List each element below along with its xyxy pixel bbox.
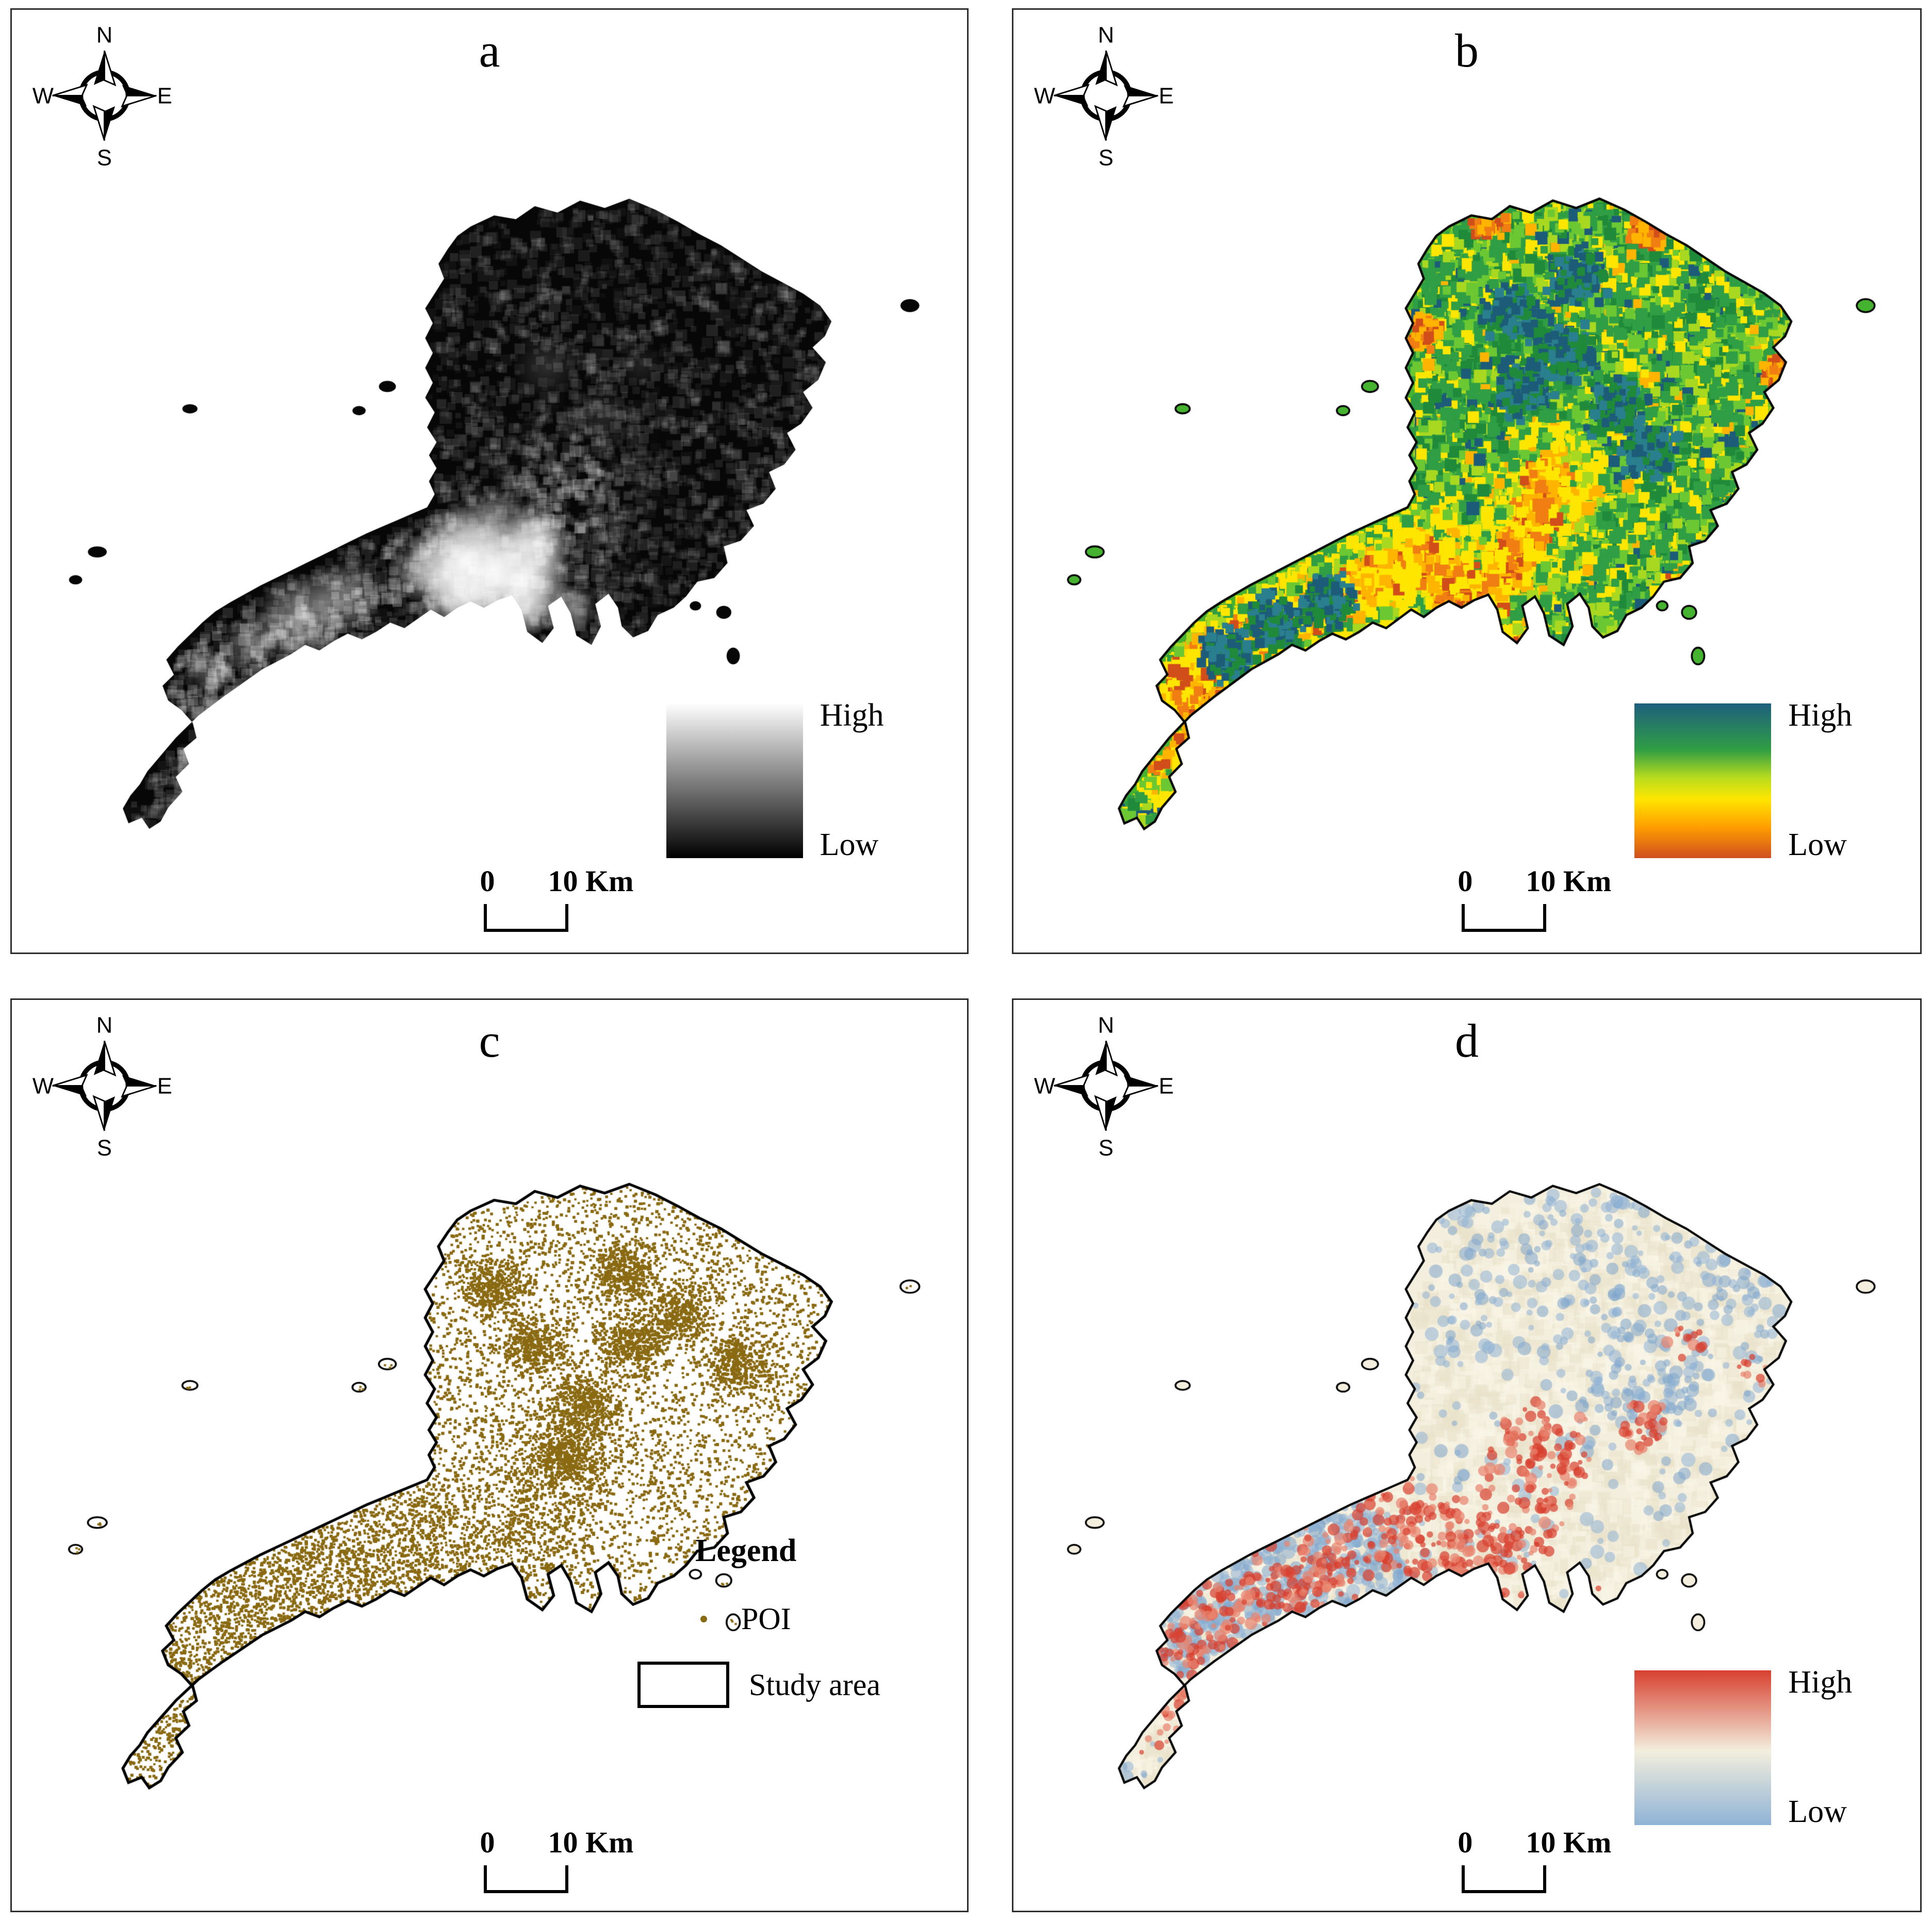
legend-c: Legend POI Study area [637, 1533, 953, 1709]
compass-n-label: N [1098, 24, 1114, 47]
scalebar-bar [484, 904, 569, 932]
panel-b-label: b [1455, 24, 1479, 77]
panel-d: N E S W d High Low 0 10 Km [1012, 998, 1922, 1912]
scalebar-bar [484, 1865, 569, 1893]
legend-high-label: High [1788, 1664, 1853, 1700]
scalebar: 0 10 Km [1458, 864, 1633, 936]
scalebar-zero: 0 [1458, 864, 1473, 898]
panel-b: N E S W b High Low 0 10 Km [1012, 8, 1922, 954]
legend-a: High Low [666, 698, 967, 862]
legend-low-label: Low [1788, 1794, 1847, 1829]
legend-gradient-grayscale [666, 703, 803, 859]
scalebar-zero: 0 [480, 1825, 495, 1859]
legend-low-label: Low [1788, 827, 1847, 863]
legend-high-label: High [820, 698, 884, 733]
legend-low-label: Low [820, 827, 879, 863]
scalebar: 0 10 Km [480, 864, 655, 936]
poi-symbol [700, 1616, 708, 1623]
scalebar-10km: 10 Km [1526, 864, 1612, 898]
scalebar-10km: 10 Km [548, 1825, 634, 1859]
scalebar-10km: 10 Km [548, 864, 634, 898]
scalebar: 0 10 Km [480, 1825, 655, 1897]
panel-a: N E S W a High Low 0 10 Km [10, 8, 969, 954]
scalebar-zero: 0 [1458, 1825, 1473, 1859]
legend-gradient-spectral [1634, 703, 1772, 859]
legend-b: High Low [1634, 698, 1920, 862]
compass-n-label: N [96, 1014, 112, 1038]
scalebar-10km: 10 Km [1526, 1825, 1612, 1859]
compass-n-label: N [96, 24, 112, 47]
poi-label: POI [741, 1602, 791, 1636]
study-area-label: Study area [749, 1667, 880, 1702]
scalebar-zero: 0 [480, 864, 495, 898]
compass-n-label: N [1098, 1014, 1114, 1038]
study-area-symbol [637, 1662, 730, 1709]
scalebar: 0 10 Km [1458, 1825, 1633, 1897]
panel-c: N E S W c Legend POI Study area 0 10 Km [10, 998, 969, 1912]
panel-a-label: a [479, 24, 500, 77]
legend-item-poi: POI [637, 1601, 953, 1637]
panel-c-label: c [479, 1014, 500, 1067]
legend-item-study-area: Study area [637, 1662, 953, 1709]
scalebar-bar [1462, 904, 1547, 932]
legend-title: Legend [695, 1533, 797, 1569]
scalebar-bar [1462, 1865, 1547, 1893]
panel-d-label: d [1455, 1014, 1479, 1067]
map-a-nightlights-canvas [17, 87, 962, 849]
legend-gradient-diverging [1634, 1670, 1772, 1825]
map-c-poi-canvas [17, 1077, 962, 1808]
legend-d: High Low [1634, 1665, 1920, 1829]
legend-high-label: High [1788, 698, 1853, 733]
